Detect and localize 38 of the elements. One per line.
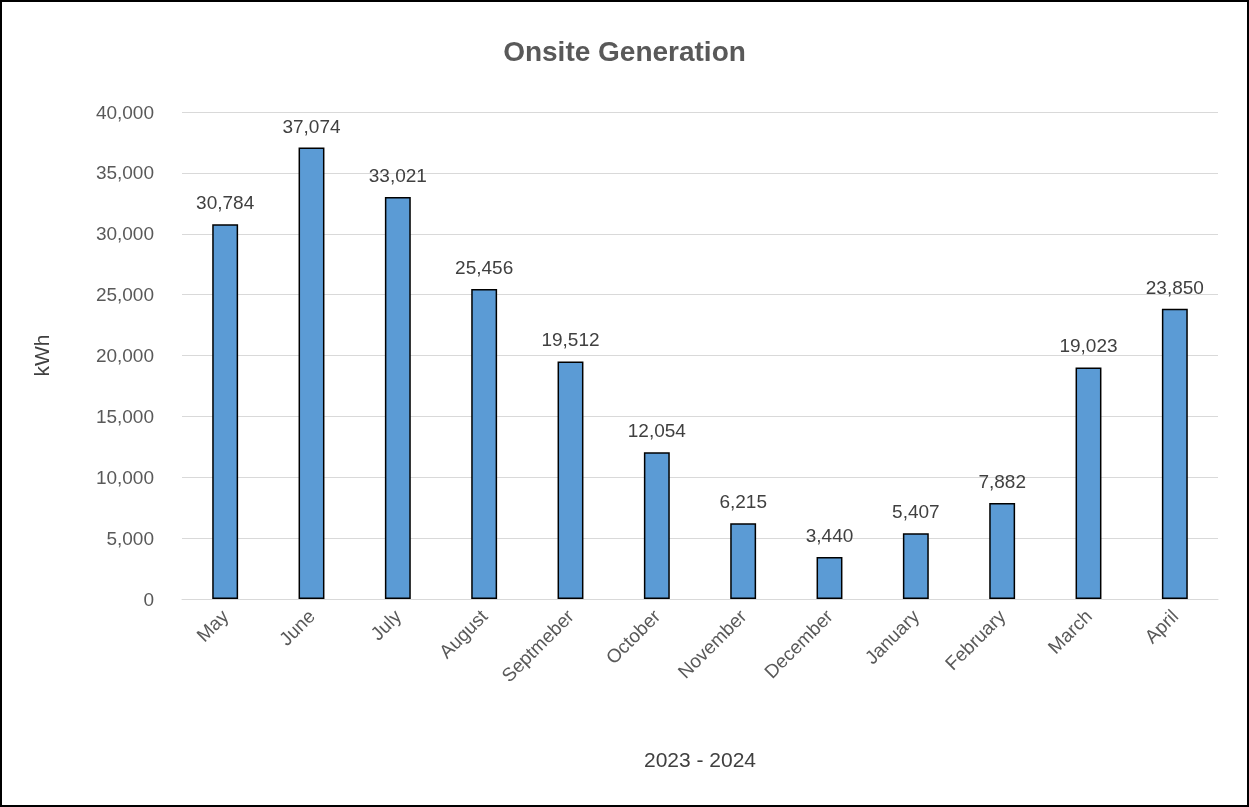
data-label: 30,784 (196, 192, 255, 214)
data-label: 25,456 (455, 257, 514, 279)
bar (816, 557, 843, 599)
y-axis-title: kWh (30, 334, 53, 377)
bar (471, 289, 498, 599)
y-tick-label: 0 (143, 588, 154, 610)
y-tick-label: 10,000 (95, 466, 154, 488)
y-tick-label: 35,000 (95, 162, 154, 184)
x-tick-label: July (366, 605, 406, 645)
y-tick-label: 40,000 (95, 101, 154, 123)
y-tick-label: 20,000 (95, 345, 154, 366)
bar (212, 224, 239, 599)
bar (730, 523, 757, 599)
y-tick-label: 25,000 (95, 284, 154, 306)
bar (298, 147, 325, 599)
bar (902, 533, 929, 599)
data-label: 7,882 (978, 471, 1026, 493)
x-tick-label: May (192, 605, 233, 646)
y-tick-label: 30,000 (95, 223, 154, 245)
data-label: 12,054 (627, 420, 687, 442)
bar (989, 503, 1016, 599)
bar (1075, 367, 1102, 599)
data-label: 23,850 (1145, 276, 1204, 298)
bar (557, 361, 584, 599)
x-axis-title: 2023 - 2024 (643, 748, 757, 771)
data-label: 19,023 (1059, 335, 1118, 357)
data-label: 37,074 (282, 115, 341, 137)
data-label: 5,407 (892, 501, 940, 523)
bar (384, 196, 411, 599)
bar (643, 452, 670, 599)
bar (1161, 308, 1188, 599)
data-label: 19,512 (541, 329, 600, 351)
y-tick-label: 15,000 (95, 405, 154, 427)
y-tick-label: 5,000 (106, 527, 154, 549)
data-label: 33,021 (368, 164, 427, 186)
data-label: 3,440 (805, 525, 854, 547)
chart-title: Onsite Generation (503, 35, 746, 67)
data-label: 6,215 (719, 491, 767, 513)
